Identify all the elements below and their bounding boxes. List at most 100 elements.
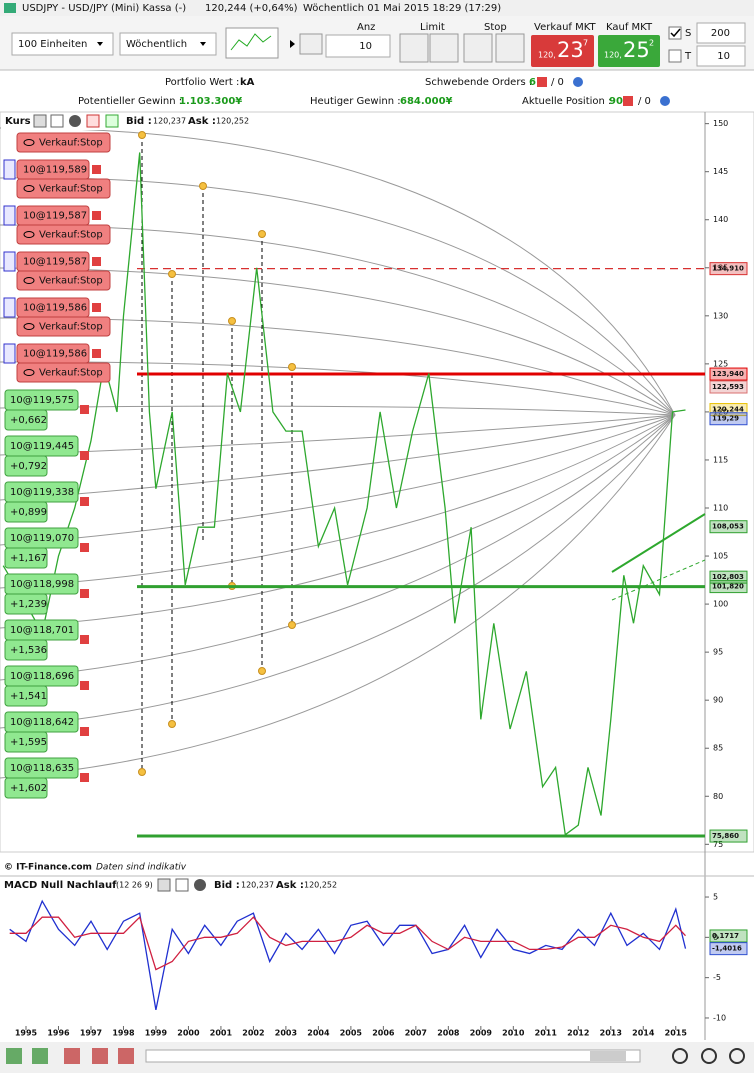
x-tick-label: 2015 bbox=[665, 1029, 688, 1038]
close-icon[interactable] bbox=[80, 773, 89, 782]
down-icon[interactable] bbox=[86, 114, 100, 128]
anz-value: 10 bbox=[359, 41, 372, 52]
close-icon[interactable] bbox=[623, 96, 633, 106]
settings-button[interactable] bbox=[299, 33, 323, 55]
order-arrow[interactable] bbox=[3, 343, 16, 364]
x-tick-label: 2010 bbox=[502, 1029, 525, 1038]
position-pnl: +1,541 bbox=[10, 691, 47, 702]
window-icon[interactable] bbox=[175, 878, 189, 892]
order-action-box[interactable] bbox=[16, 316, 111, 337]
close-icon[interactable] bbox=[80, 589, 89, 598]
order-action-box[interactable] bbox=[16, 270, 111, 291]
close-icon[interactable] bbox=[80, 635, 89, 644]
order-arrow[interactable] bbox=[3, 205, 16, 226]
order-arrow[interactable] bbox=[3, 297, 16, 318]
candle-tool[interactable] bbox=[32, 1048, 48, 1064]
order-panel: Verkauf:Stop 10@119,589 Verkauf:Stop 10@119… bbox=[3, 132, 111, 799]
fan-anchors bbox=[141, 135, 293, 772]
grid-tool[interactable] bbox=[118, 1048, 134, 1064]
close-icon[interactable] bbox=[80, 727, 89, 736]
limit-sell-button[interactable] bbox=[429, 33, 459, 63]
position-pnl: +1,536 bbox=[10, 645, 47, 656]
order-label: 10@119,586 bbox=[23, 349, 87, 360]
check-mark bbox=[670, 28, 681, 38]
t-value: 10 bbox=[717, 51, 730, 62]
x-tick-label: 1997 bbox=[80, 1029, 102, 1038]
zoom-fit[interactable] bbox=[672, 1048, 688, 1064]
up-icon[interactable] bbox=[105, 114, 119, 128]
order-action-box[interactable] bbox=[16, 132, 111, 153]
cancel-icon[interactable] bbox=[92, 257, 101, 266]
stop-buy-button[interactable] bbox=[463, 33, 493, 63]
chart-type-button[interactable] bbox=[225, 27, 279, 59]
order-arrow[interactable] bbox=[3, 159, 16, 180]
tool-icon[interactable] bbox=[33, 114, 47, 128]
eye-icon bbox=[23, 369, 35, 376]
window-icon[interactable] bbox=[50, 114, 64, 128]
sell-button[interactable] bbox=[531, 35, 594, 67]
period-select[interactable] bbox=[119, 32, 217, 56]
zoom-in[interactable] bbox=[729, 1048, 745, 1064]
anz-input[interactable] bbox=[325, 34, 391, 58]
position-label: 10@118,696 bbox=[10, 671, 74, 682]
cancel-icon[interactable] bbox=[92, 211, 101, 220]
chart-tool[interactable] bbox=[64, 1048, 80, 1064]
close-icon[interactable] bbox=[69, 115, 81, 127]
zoom-out[interactable] bbox=[701, 1048, 717, 1064]
cancel-icon[interactable] bbox=[537, 77, 547, 87]
position-label: 10@118,642 bbox=[10, 717, 74, 728]
position-pnl-box bbox=[4, 501, 48, 523]
copyright: © IT-Finance.com bbox=[4, 863, 92, 873]
stop-sell-button[interactable] bbox=[495, 33, 525, 63]
buy-button[interactable] bbox=[598, 35, 660, 67]
order-label: 10@119,587 bbox=[23, 211, 87, 222]
position-label: 10@119,575 bbox=[10, 395, 74, 406]
order-action-box[interactable] bbox=[16, 178, 111, 199]
close-icon[interactable] bbox=[80, 451, 89, 460]
x-tick-label: 2003 bbox=[275, 1029, 297, 1038]
y-tick-label: 105 bbox=[713, 552, 728, 561]
close-icon[interactable] bbox=[194, 879, 206, 891]
y-tick-label: 135 bbox=[713, 263, 728, 272]
instrument: USDJPY - USD/JPY (Mini) Kassa (-) bbox=[22, 3, 186, 14]
close-icon[interactable] bbox=[80, 543, 89, 552]
portfolio-value: kA bbox=[240, 77, 255, 88]
y-tick-label: -10 bbox=[713, 1013, 726, 1022]
y-tick-label: 75 bbox=[713, 840, 723, 849]
s-input[interactable] bbox=[696, 22, 746, 44]
price-tag-label: 120,244 bbox=[712, 406, 744, 414]
units-select[interactable] bbox=[11, 32, 114, 56]
title-bar bbox=[0, 0, 754, 16]
bid-label: Bid : bbox=[126, 116, 152, 127]
cancel-icon[interactable] bbox=[92, 303, 101, 312]
cancel-icon[interactable] bbox=[92, 165, 101, 174]
settings-icon[interactable] bbox=[660, 96, 670, 106]
scrollbar[interactable] bbox=[145, 1049, 641, 1063]
order-arrow[interactable] bbox=[3, 251, 16, 272]
y-tick-label: 125 bbox=[713, 359, 728, 368]
close-icon[interactable] bbox=[80, 681, 89, 690]
indicator-tool[interactable] bbox=[92, 1048, 108, 1064]
x-tick-label: 2000 bbox=[177, 1029, 200, 1038]
price-tag-label: 0,1717 bbox=[712, 932, 739, 940]
t-checkbox[interactable] bbox=[668, 49, 682, 63]
units: 100 Einheiten bbox=[18, 39, 87, 50]
order-action-box[interactable] bbox=[16, 224, 111, 245]
tool-icon[interactable] bbox=[157, 878, 171, 892]
order-action-box[interactable] bbox=[16, 362, 111, 383]
close-icon[interactable] bbox=[80, 405, 89, 414]
price-tag-label: -1,4016 bbox=[712, 945, 742, 953]
expand-arrow[interactable] bbox=[290, 40, 295, 48]
settings-icon[interactable] bbox=[573, 77, 583, 87]
cancel-icon[interactable] bbox=[92, 349, 101, 358]
s-checkbox[interactable] bbox=[668, 26, 682, 40]
t-input[interactable] bbox=[696, 45, 746, 67]
bid: 120,237 bbox=[241, 881, 274, 890]
x-tick-label: 2002 bbox=[242, 1029, 264, 1038]
stop-label: Stop bbox=[484, 22, 507, 33]
limit-buy-button[interactable] bbox=[399, 33, 429, 63]
close-icon[interactable] bbox=[80, 497, 89, 506]
ask: 120,252 bbox=[216, 117, 249, 126]
draw-tool[interactable] bbox=[6, 1048, 22, 1064]
scroll-thumb[interactable] bbox=[590, 1051, 626, 1061]
